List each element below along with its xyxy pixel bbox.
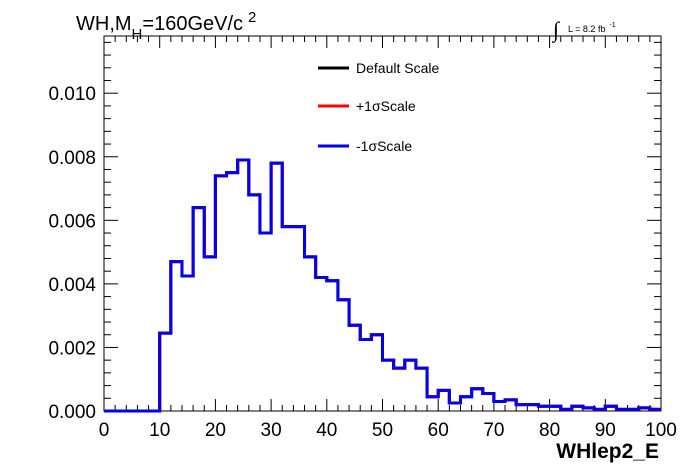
series-line-2 xyxy=(104,158,661,413)
x-tick-label: 90 xyxy=(595,420,616,441)
series-line-3 xyxy=(104,158,661,413)
legend-label: Default Scale xyxy=(356,60,439,76)
chart-title: WH,MH=160GeV/c 2 xyxy=(76,9,256,43)
x-axis-label: WHlep2_E xyxy=(556,440,659,463)
integral-symbol: ∫ xyxy=(551,17,561,43)
x-axis: 0 10 20 30 40 50 60 70 80 90 100 xyxy=(99,36,677,441)
x-tick-label: 10 xyxy=(149,420,170,441)
x-tick-label: 70 xyxy=(483,420,504,441)
y-tick-label: 0.006 xyxy=(48,211,96,232)
x-tick-label: 20 xyxy=(205,420,226,441)
y-tick-label: 0.008 xyxy=(48,148,96,169)
x-tick-label: 80 xyxy=(539,420,560,441)
x-tick-label: 50 xyxy=(372,420,393,441)
luminosity-label: ∫ L = 8.2 fb -1 xyxy=(551,17,616,43)
luminosity-text: L = 8.2 fb -1 xyxy=(568,22,616,34)
x-tick-label: 40 xyxy=(316,420,337,441)
y-tick-label: 0.010 xyxy=(48,84,96,105)
x-tick-label: 100 xyxy=(645,420,677,441)
series-layer xyxy=(104,158,661,413)
legend: Default Scale +1σScale -1σScale xyxy=(318,60,439,154)
x-tick-label: 0 xyxy=(99,420,110,441)
y-tick-label: 0.002 xyxy=(48,338,96,359)
legend-label: -1σScale xyxy=(356,138,412,154)
y-tick-label: 0.000 xyxy=(48,402,96,423)
legend-label: +1σScale xyxy=(356,98,416,114)
x-tick-label: 30 xyxy=(261,420,282,441)
x-tick-label: 60 xyxy=(428,420,449,441)
y-axis: 0.000 0.002 0.004 0.006 0.008 0.010 xyxy=(48,41,661,423)
series-line-1 xyxy=(104,158,661,413)
y-tick-label: 0.004 xyxy=(48,275,96,296)
